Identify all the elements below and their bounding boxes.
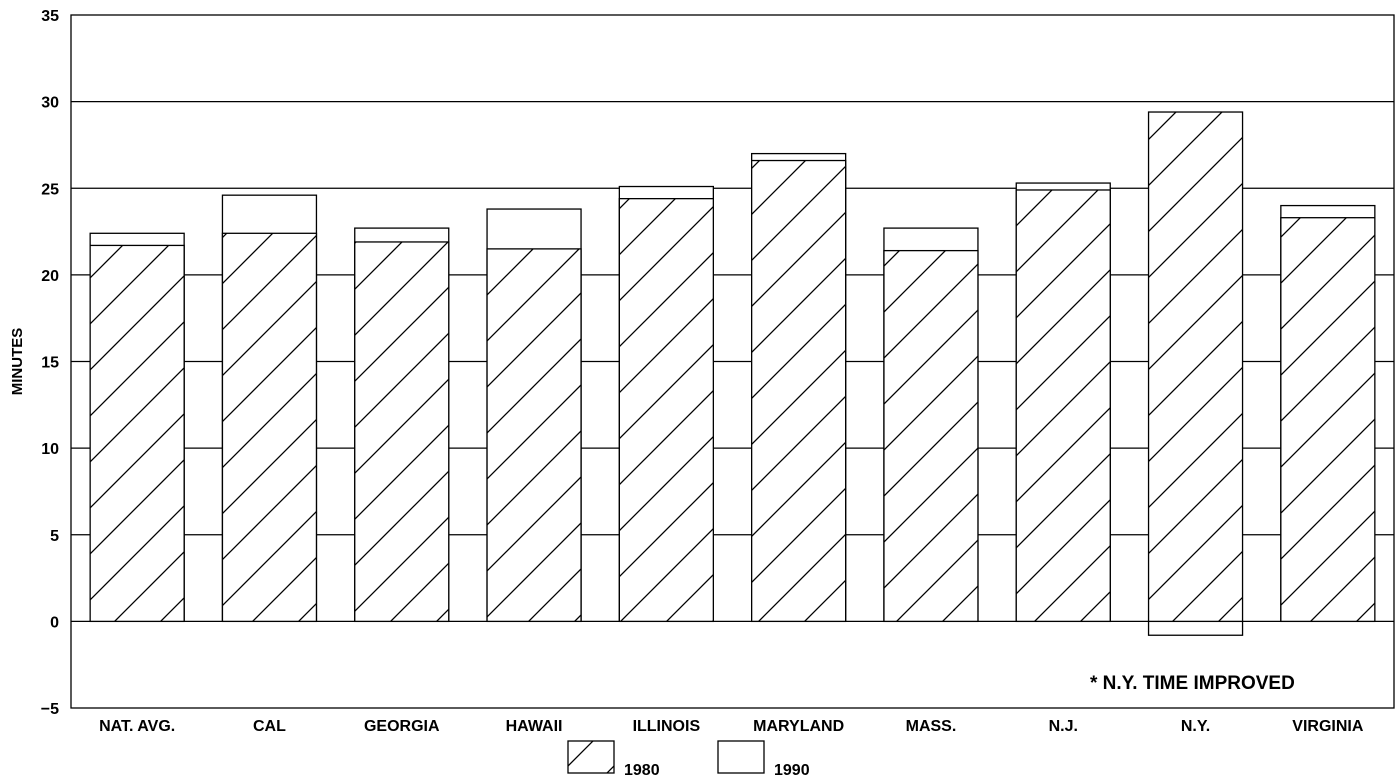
y-tick-label: 20	[41, 268, 59, 285]
y-axis-ticks: −5 0 5 10 15 20 25 30 35	[41, 8, 59, 718]
x-category-label: MARYLAND	[753, 718, 844, 735]
bar-1980	[486, 248, 582, 623]
x-category-label: CAL	[253, 718, 286, 735]
bar-1980	[618, 197, 714, 623]
legend: 1980 1990	[567, 740, 810, 778]
x-axis-labels: NAT. AVG. CAL GEORGIA HAWAII ILLINOIS MARYLAN…	[99, 718, 1364, 735]
legend-swatch-1990	[717, 740, 765, 774]
y-tick-label: 0	[50, 614, 59, 631]
x-category-label: N.Y.	[1181, 718, 1210, 735]
y-tick-label: 35	[41, 8, 59, 25]
x-category-label: HAWAII	[506, 718, 563, 735]
bar-1980	[354, 241, 450, 623]
y-axis-title: MINUTES	[9, 328, 26, 396]
y-tick-label: 10	[41, 441, 59, 458]
legend-swatch-1980	[567, 740, 615, 774]
x-category-label: GEORGIA	[364, 718, 440, 735]
bar-1980	[883, 249, 979, 623]
y-tick-label: 25	[41, 181, 59, 198]
bar-1980	[1015, 189, 1111, 623]
y-tick-label: 30	[41, 95, 59, 112]
bars	[89, 111, 1376, 636]
plot-frame	[70, 14, 1395, 709]
bar-1980	[89, 244, 185, 623]
bar-1990	[1147, 620, 1244, 636]
y-tick-label: −5	[41, 701, 59, 718]
x-category-label: MASS.	[906, 718, 957, 735]
legend-label: 1990	[774, 762, 810, 778]
annotation-note: * N.Y. TIME IMPROVED	[1090, 673, 1295, 694]
bar-1980	[221, 232, 318, 623]
x-category-label: NAT. AVG.	[99, 718, 175, 735]
x-category-label: ILLINOIS	[633, 718, 701, 735]
legend-label: 1980	[624, 762, 660, 778]
y-tick-label: 5	[50, 528, 59, 545]
y-tick-label: 15	[41, 355, 59, 372]
x-category-label: VIRGINIA	[1292, 718, 1364, 735]
x-category-label: N.J.	[1049, 718, 1078, 735]
bar-1980	[1147, 111, 1244, 623]
bar-1980	[1280, 217, 1376, 623]
bar-1980	[751, 159, 847, 623]
